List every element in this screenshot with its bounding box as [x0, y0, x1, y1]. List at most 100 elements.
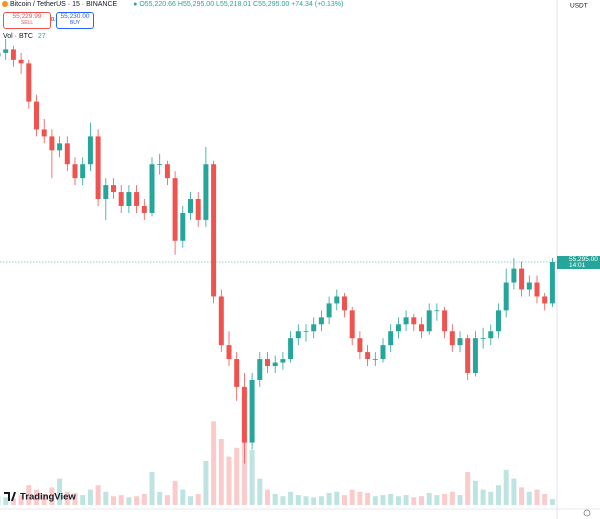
volume-legend: Vol · BTC 27	[3, 33, 46, 40]
sell-price: 55,229.99	[12, 13, 42, 20]
volume-bar	[311, 497, 317, 505]
candle-body	[372, 359, 378, 360]
volume-bar	[265, 489, 270, 505]
candle-body	[103, 185, 109, 200]
volume-bar	[26, 485, 32, 505]
volume-bar	[526, 491, 532, 505]
candle-body	[303, 331, 309, 333]
volume-bar	[234, 447, 240, 505]
volume-bar	[349, 489, 355, 505]
candle-body	[172, 178, 178, 241]
candle-body	[226, 345, 232, 360]
candle-body	[419, 324, 424, 332]
volume-bar	[280, 496, 286, 505]
volume-bar	[411, 497, 417, 505]
volume-bar	[503, 469, 509, 505]
candle-body	[534, 282, 540, 297]
candle-body	[288, 338, 294, 360]
volume-bar	[303, 496, 309, 505]
candle-body	[349, 310, 355, 339]
candle-body	[549, 262, 555, 304]
candle-body	[10, 49, 16, 60]
settings-icon[interactable]	[583, 509, 591, 517]
volume-bar	[118, 495, 124, 505]
volume-bar	[141, 494, 147, 505]
candle-body	[95, 136, 101, 200]
volume-bar	[496, 485, 501, 505]
candle-body	[87, 136, 93, 165]
volume-bar	[380, 495, 386, 505]
candle-body	[241, 386, 247, 443]
candle-body	[195, 199, 201, 220]
volume-bar	[426, 492, 432, 505]
candle-body	[342, 296, 347, 311]
candle-body	[511, 268, 517, 283]
buy-button[interactable]: 55,230.00 BUY	[56, 12, 94, 29]
candle-body	[64, 143, 70, 165]
volume-bar	[57, 478, 63, 505]
candle-body	[3, 49, 9, 53]
volume-bar	[357, 491, 363, 505]
candle-body	[380, 345, 386, 360]
sell-button[interactable]: 55,229.99 SELL	[3, 12, 51, 29]
candle-body	[0, 52, 1, 57]
volume-bar	[403, 495, 409, 505]
candle-body	[203, 164, 209, 220]
volume-bar	[149, 472, 155, 505]
last-price-label: 55,295.00	[569, 256, 598, 263]
volume-bar	[3, 497, 9, 505]
ohlc-low: L55,218.01	[216, 1, 252, 8]
candle-body	[519, 268, 525, 290]
volume-bar	[272, 494, 278, 505]
volume-bar	[534, 489, 540, 505]
symbol-line: Bitcoin / TetherUS · 15 · BINANCE ● O55,…	[2, 1, 343, 8]
candle-body	[526, 282, 532, 290]
candle-body	[111, 185, 116, 193]
candle-body	[434, 310, 440, 312]
volume-bar	[342, 495, 347, 505]
volume-bar	[41, 494, 47, 505]
volume-bar	[34, 489, 39, 505]
candle-body	[49, 136, 55, 151]
candle-body	[249, 379, 255, 443]
volume-bar	[318, 496, 324, 505]
candle-body	[188, 199, 193, 213]
volume-bar	[519, 487, 525, 505]
volume-bar	[388, 494, 394, 505]
volume-bar	[488, 491, 494, 505]
candle-body	[164, 164, 170, 179]
volume-bar	[10, 498, 16, 505]
volume-bar	[249, 450, 255, 505]
volume-bar	[542, 494, 548, 505]
volume-bar	[134, 496, 140, 505]
ohlc-high: H55,295.00	[177, 1, 215, 8]
volume-bar	[295, 495, 301, 505]
volume-bar	[442, 494, 448, 505]
candle-body	[211, 164, 217, 297]
last-price-badge	[557, 256, 600, 270]
candle-body	[134, 192, 140, 206]
volume-bar	[111, 496, 116, 505]
volume-bar	[465, 472, 471, 505]
volume-bar	[195, 494, 201, 505]
candle-body	[326, 303, 332, 318]
volume-bar	[288, 491, 294, 505]
candle-body	[141, 205, 147, 213]
volume-bar	[49, 487, 55, 505]
ohlc-close: C55,295.00	[253, 1, 290, 8]
volume-bar	[326, 492, 332, 505]
candle-body	[411, 317, 417, 325]
currency: USDT	[570, 3, 588, 10]
candle-body	[388, 331, 394, 346]
volume-value: 27	[37, 33, 46, 40]
candle-body	[457, 338, 463, 346]
candle-body	[265, 359, 270, 367]
status-dot: ●	[133, 1, 138, 8]
countdown: 14:01	[569, 262, 586, 269]
volume-bar	[80, 495, 86, 505]
candle-body	[234, 359, 240, 387]
candle-body	[465, 338, 471, 373]
candle-body	[395, 324, 401, 332]
